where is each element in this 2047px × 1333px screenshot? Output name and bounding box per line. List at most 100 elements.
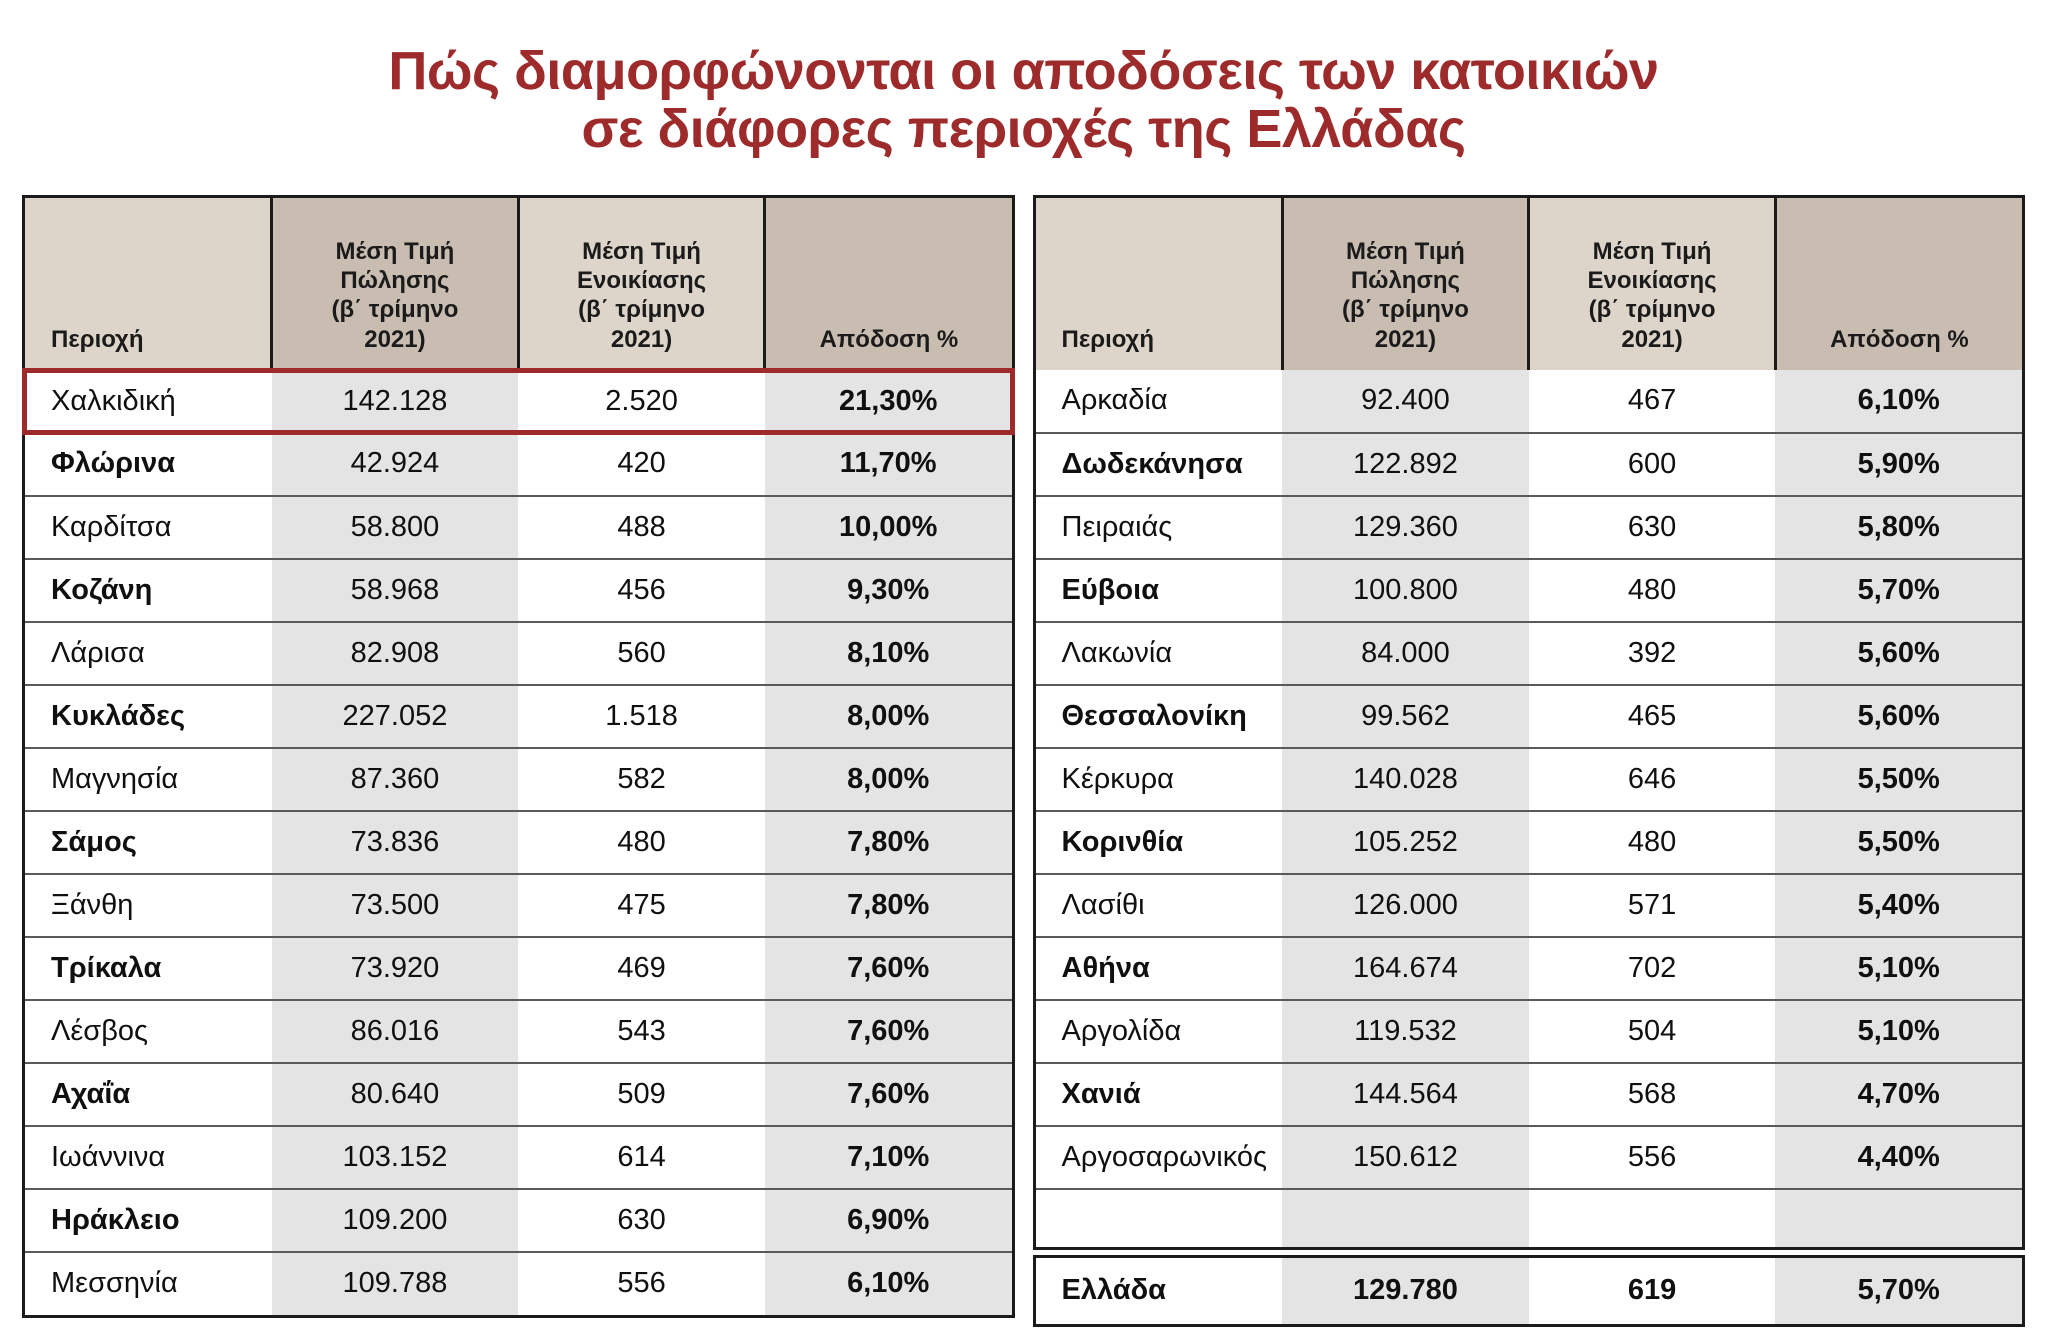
col-header-rent: Μέση Τιμή Ενοικίασης (β΄ τρίμηνο 2021) xyxy=(1528,197,1777,370)
infographic-page: Πώς διαμορφώνονται οι αποδόσεις των κατο… xyxy=(0,36,2047,1333)
cell-sale-price: 99.562 xyxy=(1282,684,1529,749)
cell-sale-price: 227.052 xyxy=(271,684,519,749)
cell-area: Μεσσηνία xyxy=(25,1251,272,1315)
left-table-frame: Περιοχή Μέση Τιμή Πώλησης (β΄ τρίμηνο 20… xyxy=(22,194,1015,1318)
total-table: Ελλάδα 129.780 619 5,70% xyxy=(1035,1257,2022,1324)
cell-yield: 8,00% xyxy=(764,684,1012,749)
spacer-row xyxy=(1035,1188,2022,1247)
right-table-head: Περιοχή Μέση Τιμή Πώλησης (β΄ τρίμηνο 20… xyxy=(1035,197,2022,370)
cell-yield: 4,70% xyxy=(1775,1062,2022,1127)
cell-rent-price: 509 xyxy=(518,1062,765,1127)
cell-rent-price: 568 xyxy=(1528,1062,1776,1127)
cell-area: Μαγνησία xyxy=(25,747,272,812)
cell-rent-price: 600 xyxy=(1528,432,1776,497)
cell-rent-price: 488 xyxy=(518,495,765,560)
cell-rent-price: 475 xyxy=(518,873,765,938)
table-row: Εύβοια 100.800 480 5,70% xyxy=(1035,558,2022,623)
cell-area: Φλώρινα xyxy=(25,432,272,497)
cell-rent-price: 469 xyxy=(518,936,765,1001)
cell-rent-price: 467 xyxy=(1528,369,1776,434)
col-header-yield: Απόδοση % xyxy=(764,197,1012,370)
cell-rent-price: 619 xyxy=(1528,1257,1776,1324)
cell-sale-price: 144.564 xyxy=(1282,1062,1529,1127)
table-row: Πειραιάς 129.360 630 5,80% xyxy=(1035,495,2022,560)
table-row: Λακωνία 84.000 392 5,60% xyxy=(1035,621,2022,686)
cell-area: Τρίκαλα xyxy=(25,936,272,1001)
total-row-frame: Ελλάδα 129.780 619 5,70% xyxy=(1032,1254,2025,1327)
table-row: Ελλάδα 129.780 619 5,70% xyxy=(1035,1257,2022,1324)
cell-area: Χανιά xyxy=(1035,1062,1283,1127)
cell-rent-price: 646 xyxy=(1528,747,1776,812)
cell-rent-price: 614 xyxy=(518,1125,765,1190)
cell-area: Ιωάννινα xyxy=(25,1125,272,1190)
table-row: Αρκαδία 92.400 467 6,10% xyxy=(1035,369,2022,434)
spacer-cell xyxy=(1528,1188,1776,1247)
right-table: Περιοχή Μέση Τιμή Πώλησης (β΄ τρίμηνο 20… xyxy=(1035,197,2022,1247)
table-row: Λέσβος 86.016 543 7,60% xyxy=(25,999,1012,1064)
col-header-area: Περιοχή xyxy=(1035,197,1284,370)
cell-yield: 5,60% xyxy=(1775,684,2022,749)
table-row: Σάμος 73.836 480 7,80% xyxy=(25,810,1012,875)
cell-rent-price: 1.518 xyxy=(518,684,765,749)
right-table-wrapper: Περιοχή Μέση Τιμή Πώλησης (β΄ τρίμηνο 20… xyxy=(1032,194,2025,1327)
table-row: Τρίκαλα 73.920 469 7,60% xyxy=(25,936,1012,1001)
cell-area: Ελλάδα xyxy=(1035,1257,1283,1324)
cell-rent-price: 560 xyxy=(518,621,765,686)
spacer-cell xyxy=(1775,1188,2022,1247)
table-row: Μεσσηνία 109.788 556 6,10% xyxy=(25,1251,1012,1315)
col-header-sale: Μέση Τιμή Πώλησης (β΄ τρίμηνο 2021) xyxy=(1282,197,1531,370)
cell-yield: 7,60% xyxy=(764,936,1012,1001)
cell-rent-price: 480 xyxy=(518,810,765,875)
cell-rent-price: 480 xyxy=(1528,810,1776,875)
cell-yield: 8,00% xyxy=(764,747,1012,812)
cell-sale-price: 105.252 xyxy=(1282,810,1529,875)
cell-yield: 5,10% xyxy=(1775,999,2022,1064)
cell-yield: 9,30% xyxy=(764,558,1012,623)
spacer-cell xyxy=(1035,1188,1283,1247)
cell-rent-price: 556 xyxy=(518,1251,765,1315)
cell-yield: 5,70% xyxy=(1775,558,2022,623)
cell-sale-price: 109.788 xyxy=(271,1251,519,1315)
table-row: Αθήνα 164.674 702 5,10% xyxy=(1035,936,2022,1001)
cell-sale-price: 142.128 xyxy=(271,369,519,433)
table-row: Κυκλάδες 227.052 1.518 8,00% xyxy=(25,684,1012,749)
cell-sale-price: 119.532 xyxy=(1282,999,1529,1064)
col-header-area: Περιοχή xyxy=(25,197,274,370)
table-row: Δωδεκάνησα 122.892 600 5,90% xyxy=(1035,432,2022,497)
cell-area: Χαλκιδική xyxy=(25,369,272,433)
cell-area: Πειραιάς xyxy=(1035,495,1283,560)
right-table-frame: Περιοχή Μέση Τιμή Πώλησης (β΄ τρίμηνο 20… xyxy=(1032,194,2025,1250)
header-row: Περιοχή Μέση Τιμή Πώλησης (β΄ τρίμηνο 20… xyxy=(1035,197,2022,370)
right-table-body: Αρκαδία 92.400 467 6,10% Δωδεκάνησα 122.892 60… xyxy=(1035,369,2022,1247)
table-row: Θεσσαλονίκη 99.562 465 5,60% xyxy=(1035,684,2022,749)
tables-container: Περιοχή Μέση Τιμή Πώλησης (β΄ τρίμηνο 20… xyxy=(22,194,2025,1327)
cell-area: Θεσσαλονίκη xyxy=(1035,684,1283,749)
table-row: Αχαΐα 80.640 509 7,60% xyxy=(25,1062,1012,1127)
table-row: Αργοσαρωνικός 150.612 556 4,40% xyxy=(1035,1125,2022,1190)
cell-yield: 6,10% xyxy=(764,1251,1012,1315)
table-row: Μαγνησία 87.360 582 8,00% xyxy=(25,747,1012,812)
cell-yield: 5,50% xyxy=(1775,810,2022,875)
spacer-cell xyxy=(1282,1188,1529,1247)
cell-yield: 21,30% xyxy=(764,369,1012,433)
cell-yield: 6,10% xyxy=(1775,369,2022,434)
cell-yield: 6,90% xyxy=(764,1188,1012,1253)
table-row: Λάρισα 82.908 560 8,10% xyxy=(25,621,1012,686)
cell-yield: 5,70% xyxy=(1775,1257,2022,1324)
cell-area: Λασίθι xyxy=(1035,873,1283,938)
cell-yield: 7,60% xyxy=(764,999,1012,1064)
cell-sale-price: 82.908 xyxy=(271,621,519,686)
cell-rent-price: 702 xyxy=(1528,936,1776,1001)
cell-sale-price: 109.200 xyxy=(271,1188,519,1253)
cell-area: Εύβοια xyxy=(1035,558,1283,623)
cell-rent-price: 571 xyxy=(1528,873,1776,938)
cell-sale-price: 129.360 xyxy=(1282,495,1529,560)
page-title: Πώς διαμορφώνονται οι αποδόσεις των κατο… xyxy=(388,41,1659,160)
cell-sale-price: 87.360 xyxy=(271,747,519,812)
cell-area: Καρδίτσα xyxy=(25,495,272,560)
cell-rent-price: 480 xyxy=(1528,558,1776,623)
cell-yield: 7,80% xyxy=(764,810,1012,875)
table-row: Κέρκυρα 140.028 646 5,50% xyxy=(1035,747,2022,812)
cell-yield: 5,40% xyxy=(1775,873,2022,938)
cell-area: Λέσβος xyxy=(25,999,272,1064)
